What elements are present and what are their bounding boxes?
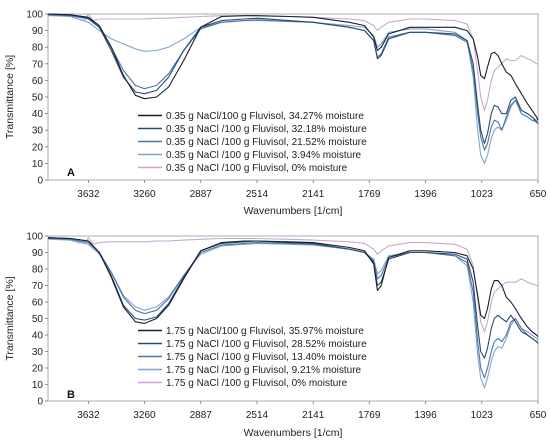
y-tick-label: 70 bbox=[32, 281, 44, 292]
y-tick-label: 80 bbox=[32, 43, 44, 54]
x-tick-label: 2514 bbox=[246, 410, 269, 421]
x-tick-label: 1023 bbox=[471, 410, 494, 421]
legend-entry-2: 0.35 g NaCl /100 g Fluvisol, 32.18% mois… bbox=[166, 124, 367, 135]
y-tick-label: 30 bbox=[32, 347, 44, 358]
series-line-4 bbox=[47, 14, 539, 164]
x-tick-label: 1769 bbox=[358, 410, 381, 421]
y-tick-label: 60 bbox=[32, 298, 44, 309]
y-tick-label: 100 bbox=[26, 232, 43, 243]
x-tick-label: 3260 bbox=[133, 410, 156, 421]
y-tick-label: 20 bbox=[32, 142, 44, 153]
x-tick-label: 2887 bbox=[190, 410, 213, 421]
legend: 0.35 g NaCl/100 g Fluvisol, 34.27% moist… bbox=[138, 111, 367, 174]
y-tick-label: 0 bbox=[37, 397, 43, 408]
legend-entry-5: 0.35 g NaCl /100 g Fluvisol, 0% moisture bbox=[166, 163, 348, 174]
x-tick-label: 650 bbox=[530, 410, 547, 421]
y-tick-label: 90 bbox=[32, 26, 44, 37]
y-tick-label: 40 bbox=[32, 331, 44, 342]
y-axis-label: Transmittance [%] bbox=[4, 276, 16, 360]
y-tick-label: 90 bbox=[32, 248, 44, 259]
legend-entry-3: 1.75 g NaCl /100 g Fluvisol, 13.40% mois… bbox=[166, 352, 367, 363]
y-tick-label: 40 bbox=[32, 109, 44, 120]
series-line-5 bbox=[47, 237, 538, 333]
y-tick-label: 60 bbox=[32, 76, 44, 87]
y-tick-label: 70 bbox=[32, 59, 44, 70]
y-tick-label: 10 bbox=[32, 380, 44, 391]
x-tick-label: 1023 bbox=[471, 189, 494, 200]
x-axis-label: Wavenumbers [1/cm] bbox=[244, 205, 343, 217]
legend-entry-3: 0.35 g NaCl /100 g Fluvisol, 21.52% mois… bbox=[166, 137, 367, 148]
x-tick-label: 1396 bbox=[414, 189, 437, 200]
series-line-5 bbox=[47, 13, 538, 111]
y-tick-label: 0 bbox=[37, 176, 43, 187]
y-tick-label: 80 bbox=[32, 265, 44, 276]
y-axis-label: Transmittance [%] bbox=[4, 55, 16, 139]
x-tick-label: 3260 bbox=[133, 189, 156, 200]
y-tick-label: 50 bbox=[32, 93, 44, 104]
legend-entry-5: 1.75 g NaCl /100 g Fluvisol, 0% moisture bbox=[166, 378, 348, 389]
series-line-2 bbox=[47, 13, 539, 145]
x-tick-label: 3632 bbox=[77, 189, 100, 200]
x-axis-label: Wavenumbers [1/cm] bbox=[244, 427, 343, 439]
panel-letter: A bbox=[67, 167, 75, 179]
series-line-1 bbox=[47, 13, 539, 121]
series-line-3 bbox=[47, 14, 539, 151]
legend-entry-1: 0.35 g NaCl/100 g Fluvisol, 34.27% moist… bbox=[166, 111, 364, 122]
x-tick-label: 3632 bbox=[77, 410, 100, 421]
x-tick-label: 2514 bbox=[246, 189, 269, 200]
legend-entry-4: 1.75 g NaCl /100 g Fluvisol, 9.21% moist… bbox=[166, 365, 362, 376]
panel-A: 0 10 20 30 40 50 60 70 80 90 100 3632 3260 2887 2514 21… bbox=[4, 10, 547, 218]
legend: 1.75 g NaCl/100 g Fluvisol, 35.97% moist… bbox=[138, 326, 367, 389]
y-tick-label: 50 bbox=[32, 314, 44, 325]
series-line-3 bbox=[47, 237, 539, 379]
x-tick-label: 650 bbox=[530, 189, 547, 200]
y-tick-label: 30 bbox=[32, 126, 44, 137]
y-tick-label: 10 bbox=[32, 159, 44, 170]
panel-letter: B bbox=[67, 389, 75, 401]
y-tick-label: 100 bbox=[26, 10, 43, 21]
x-tick-label: 2887 bbox=[190, 189, 213, 200]
panel-B: 0 10 20 30 40 50 60 70 80 90 100 3632 3260 2887 2514 21… bbox=[4, 232, 547, 440]
x-tick-label: 1769 bbox=[358, 189, 381, 200]
x-tick-label: 2141 bbox=[302, 410, 325, 421]
series-line-1 bbox=[47, 237, 539, 337]
x-tick-label: 1396 bbox=[414, 410, 437, 421]
legend-entry-1: 1.75 g NaCl/100 g Fluvisol, 35.97% moist… bbox=[166, 326, 364, 337]
legend-entry-4: 0.35 g NaCl /100 g Fluvisol, 3.94% moist… bbox=[166, 150, 362, 161]
series-line-4 bbox=[47, 237, 539, 389]
x-tick-label: 2141 bbox=[302, 189, 325, 200]
y-tick-label: 20 bbox=[32, 364, 44, 375]
legend-entry-2: 1.75 g NaCl /100 g Fluvisol, 28.52% mois… bbox=[166, 339, 367, 350]
